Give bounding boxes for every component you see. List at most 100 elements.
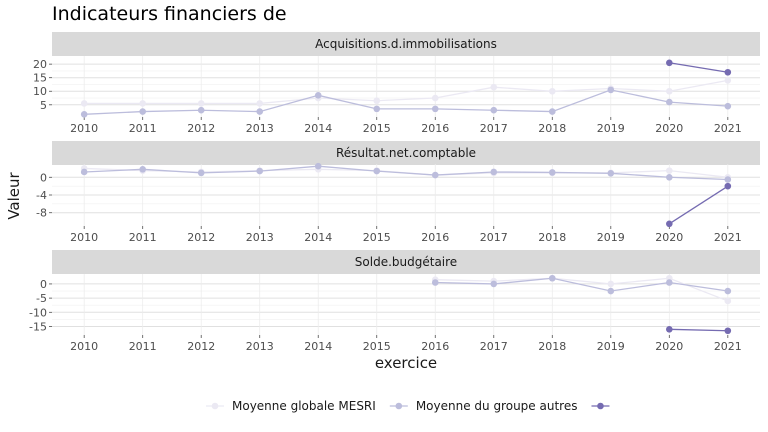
data-point	[724, 176, 732, 183]
x-tick-label: 2014	[304, 231, 332, 244]
y-tick-label: 5	[40, 99, 47, 112]
x-tick-label: 2010	[70, 231, 98, 244]
x-tick-label: 2013	[246, 231, 274, 244]
x-tick-label: 2014	[304, 122, 332, 135]
x-tick-label: 2010	[70, 340, 98, 353]
x-tick-label: 2020	[655, 122, 683, 135]
chart-title: Indicateurs financiers de	[52, 3, 287, 25]
data-point	[666, 59, 673, 67]
facet-strip	[52, 32, 760, 56]
data-point	[548, 87, 556, 95]
facet-strip-label: Résultat.net.comptable	[336, 146, 476, 160]
legend-label: Moyenne globale MESRI	[232, 399, 376, 413]
legend-key-point	[211, 402, 219, 410]
x-tick-label: 2016	[421, 340, 449, 353]
data-point	[490, 106, 498, 114]
x-tick-label: 2013	[246, 122, 274, 135]
data-point	[373, 167, 381, 175]
data-point	[431, 279, 439, 286]
series-line	[669, 328, 728, 332]
series-line	[669, 62, 728, 73]
data-point	[666, 167, 673, 174]
data-point	[666, 173, 673, 181]
series-1	[80, 77, 732, 107]
data-point	[197, 106, 205, 114]
y-tick-label: 0	[40, 171, 47, 184]
x-tick-label: 2017	[480, 340, 508, 353]
x-tick-label: 2020	[655, 340, 683, 353]
x-tick-label: 2014	[304, 340, 332, 353]
facet-strip-label: Solde.budgétaire	[355, 255, 457, 269]
data-point	[197, 169, 205, 177]
data-point	[256, 167, 264, 175]
x-tick-label: 2021	[714, 340, 742, 353]
x-tick-label: 2021	[714, 122, 742, 135]
data-point	[724, 182, 732, 190]
facet-strip	[52, 250, 760, 274]
data-point	[724, 297, 732, 305]
data-point	[548, 108, 556, 115]
series-line	[84, 165, 728, 181]
data-point	[724, 68, 732, 76]
data-point	[256, 100, 264, 107]
x-tick-label: 2012	[187, 231, 215, 244]
x-tick-label: 2015	[363, 122, 391, 135]
x-tick-label: 2017	[480, 122, 508, 135]
series-2	[80, 86, 732, 118]
x-axis-title: exercice	[375, 354, 437, 372]
series-line	[435, 277, 728, 292]
series-3	[666, 326, 732, 335]
data-point	[724, 287, 732, 295]
series-2	[431, 274, 732, 295]
y-tick-label: 15	[33, 72, 47, 85]
facet-panel-3: Solde.budgétaire 0-5-10-15 2010 2011 2012 201…	[29, 250, 760, 353]
x-tick-label: 2019	[597, 340, 625, 353]
data-point	[373, 105, 381, 113]
x-tick-label: 2021	[714, 231, 742, 244]
legend-label: Moyenne du groupe autres	[416, 399, 578, 413]
data-point	[724, 77, 732, 84]
facet-strip	[52, 141, 760, 165]
data-point	[373, 97, 381, 105]
x-tick-label: 2012	[187, 340, 215, 353]
data-point	[197, 100, 205, 107]
data-point	[724, 327, 732, 335]
data-point	[431, 94, 439, 102]
data-point	[607, 287, 615, 295]
x-tick-label: 2018	[538, 340, 566, 353]
legend-key-point	[395, 402, 403, 410]
x-tick-label: 2011	[129, 231, 157, 244]
series-3	[666, 182, 732, 228]
data-point	[490, 83, 498, 91]
data-point	[666, 326, 673, 333]
x-tick-label: 2013	[246, 340, 274, 353]
x-tick-label: 2011	[129, 122, 157, 135]
data-point	[607, 86, 615, 94]
y-tick-label: -8	[36, 207, 47, 220]
y-tick-label: 10	[33, 85, 47, 98]
y-tick-label: 20	[33, 58, 47, 71]
legend-item-3	[591, 402, 610, 410]
y-tick-label: -15	[29, 320, 47, 333]
x-tick-label: 2015	[363, 231, 391, 244]
data-point	[80, 100, 88, 107]
data-point	[139, 108, 146, 115]
x-tick-label: 2018	[538, 122, 566, 135]
y-tick-label: -10	[29, 306, 47, 319]
facet-panel-2: Résultat.net.comptable 0 -4 -8 2010 2011 2012 2…	[36, 141, 760, 244]
x-tick-label: 2016	[421, 122, 449, 135]
x-tick-label: 2015	[363, 340, 391, 353]
data-point	[80, 168, 88, 176]
series-3	[666, 59, 732, 76]
data-point	[139, 166, 146, 173]
data-point	[607, 170, 615, 177]
data-point	[314, 92, 322, 99]
legend-key-point	[597, 402, 604, 410]
legend-item-2: Moyenne du groupe autres	[389, 399, 578, 413]
data-point	[548, 274, 556, 282]
x-tick-label: 2017	[480, 231, 508, 244]
series-line	[84, 79, 728, 105]
x-tick-label: 2019	[597, 122, 625, 135]
